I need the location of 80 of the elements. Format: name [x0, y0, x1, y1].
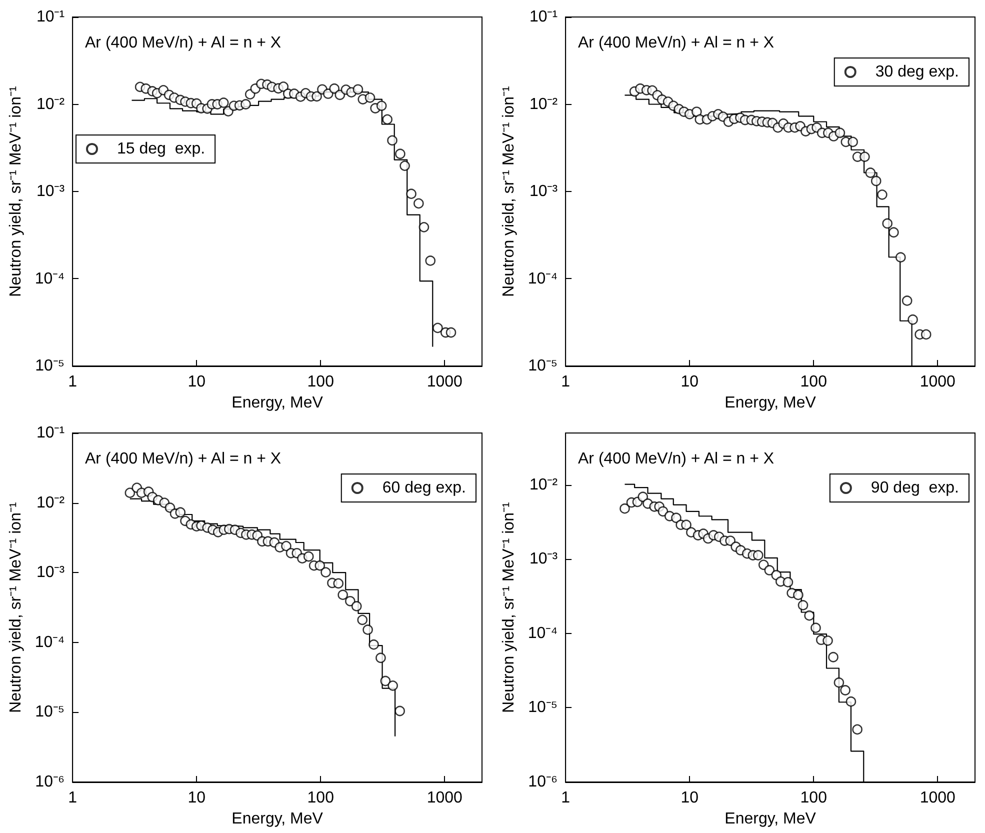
- x-axis-title: Energy, MeV: [724, 810, 816, 828]
- point: [793, 590, 804, 600]
- y-tick-label: 10⁻²: [36, 494, 66, 512]
- point: [329, 83, 340, 94]
- y-tick-label: 10⁻⁴: [34, 270, 65, 288]
- y-tick-label: 10⁻³: [36, 564, 66, 582]
- y-tick-label: 10⁻⁵: [35, 704, 65, 721]
- y-tick-label: 10⁻¹: [36, 8, 65, 26]
- point: [240, 99, 251, 110]
- legend-label: 60 deg exp.: [382, 480, 466, 496]
- legend-label: 30 deg exp.: [875, 64, 959, 80]
- point: [681, 520, 692, 530]
- y-tick-label: 10⁻³: [529, 183, 558, 200]
- point: [692, 106, 702, 117]
- y-tick-label: 10⁻⁵: [528, 699, 558, 716]
- text: Ar (400 MeV/n) + Al = n + X: [85, 34, 282, 52]
- point: [303, 551, 314, 562]
- x-axis-title: Energy, MeV: [232, 394, 324, 412]
- y-tick-label: 10⁻¹: [36, 424, 65, 442]
- point: [753, 550, 764, 560]
- y-tick-label: 10⁻²: [529, 476, 558, 494]
- legend-label: 15 deg exp.: [117, 140, 206, 158]
- x-tick-label: 100: [307, 374, 334, 390]
- point: [323, 88, 334, 99]
- y-tick-label: 10⁻³: [36, 183, 66, 200]
- y-tick-label: 10⁻⁶: [528, 774, 558, 790]
- legend-label: 90 deg exp.: [870, 480, 960, 496]
- x-tick-label: 1: [68, 374, 78, 390]
- point: [782, 577, 794, 588]
- y-tick-label: 10⁻⁴: [528, 624, 558, 642]
- y-tick-label: 10⁻²: [529, 96, 558, 113]
- point: [620, 503, 630, 514]
- y-axis-title: Neutron yield, sr⁻¹ MeV⁻¹ ion⁻¹: [8, 86, 24, 297]
- x-axis-title: Energy, MeV: [232, 810, 324, 828]
- x-tick-label: 1000: [426, 374, 463, 390]
- point: [278, 82, 289, 92]
- x-tick-label: 1000: [920, 790, 956, 806]
- y-tick-label: 10⁻¹: [529, 8, 558, 26]
- text: Ar (400 MeV/n) + Al = n + X: [578, 450, 774, 468]
- y-tick-label: 10⁻⁵: [528, 358, 558, 374]
- y-tick-label: 10⁻⁴: [528, 270, 558, 288]
- point: [764, 565, 775, 576]
- point: [314, 560, 326, 571]
- point: [175, 507, 186, 518]
- x-tick-label: 1: [68, 790, 78, 806]
- point: [638, 492, 648, 502]
- text: Ar (400 MeV/n) + Al = n + X: [578, 34, 774, 52]
- point: [671, 512, 682, 524]
- point: [834, 128, 846, 138]
- y-tick-label: 10⁻²: [36, 96, 66, 113]
- point: [281, 540, 292, 552]
- point: [352, 84, 364, 95]
- y-tick-label: 10⁻⁵: [35, 358, 65, 374]
- point: [804, 610, 814, 621]
- x-tick-label: 100: [800, 790, 828, 806]
- x-tick-label: 1000: [426, 790, 463, 806]
- y-axis-title: Neutron yield, sr⁻¹ MeV⁻¹ ion⁻¹: [500, 502, 518, 713]
- point: [218, 98, 229, 108]
- y-tick-label: 10⁻⁶: [35, 774, 65, 790]
- x-tick-label: 1000: [920, 374, 956, 390]
- point: [320, 567, 331, 578]
- x-tick-label: 1: [561, 374, 570, 390]
- y-axis-title: Neutron yield, sr⁻¹ MeV⁻¹ ion⁻¹: [500, 86, 518, 297]
- x-axis-title: Energy, MeV: [724, 394, 816, 412]
- x-tick-label: 100: [800, 374, 828, 390]
- text: Ar (400 MeV/n) + Al = n + X: [85, 450, 282, 468]
- x-tick-label: 100: [307, 790, 334, 806]
- point: [798, 600, 808, 610]
- x-tick-label: 1: [561, 790, 570, 806]
- x-tick-label: 10: [188, 790, 206, 806]
- y-tick-label: 10⁻³: [529, 550, 558, 568]
- x-tick-label: 10: [680, 790, 699, 806]
- point: [124, 488, 136, 498]
- point: [658, 506, 668, 517]
- x-tick-label: 10: [680, 374, 699, 390]
- x-tick-label: 10: [188, 374, 206, 390]
- point: [338, 590, 348, 600]
- point: [810, 622, 821, 633]
- y-axis-title: Neutron yield, sr⁻¹ MeV⁻¹ ion⁻¹: [8, 502, 24, 713]
- y-tick-label: 10⁻⁴: [34, 634, 65, 651]
